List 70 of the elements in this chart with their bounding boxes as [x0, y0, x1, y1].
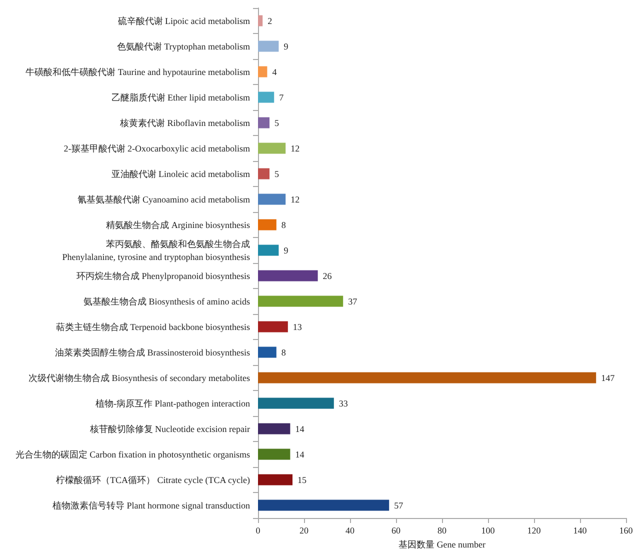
data-label: 37 [348, 296, 358, 306]
x-tick-label: 40 [346, 526, 355, 536]
data-label: 8 [281, 220, 286, 230]
y-tick-label: 光合生物的碳固定 Carbon fixation in photosynthetic organisms [15, 449, 250, 460]
bar [258, 66, 268, 78]
x-tick-label: 100 [481, 526, 496, 536]
data-label: 14 [295, 424, 305, 434]
x-tick-label: 120 [527, 526, 542, 536]
x-tick-label: 20 [300, 526, 309, 536]
bar [258, 194, 286, 205]
bar [258, 448, 290, 460]
data-label: 12 [290, 194, 300, 204]
bar [258, 474, 292, 486]
data-label: 13 [292, 322, 302, 332]
data-label: 9 [284, 245, 289, 256]
y-tick-label: 氨基酸生物合成 Biosynthesis of amino acids [84, 296, 250, 306]
data-label: 33 [338, 398, 348, 408]
y-tick-label: 萜类主链生物合成 Terpenoid backbone biosynthesis [56, 322, 250, 332]
y-tick-label: 2-羰基甲酸代谢 2-Oxocarboxylic acid metabolism [64, 143, 250, 154]
bar [258, 142, 286, 154]
data-label: 9 [284, 41, 289, 52]
bar [258, 168, 270, 180]
data-label: 12 [290, 143, 300, 154]
x-tick-label: 60 [392, 526, 401, 536]
y-tick-label: 氰基氨基酸代谢 Cyanoamino acid metabolism [77, 194, 250, 204]
data-label: 15 [298, 474, 307, 485]
y-tick-label: 环丙烷生物合成 Phenylpropanoid biosynthesis [76, 270, 250, 281]
data-label: 8 [281, 347, 286, 358]
y-tick-label: 植物激素信号转导 Plant hormone signal transduction [52, 500, 250, 510]
data-label: 5 [274, 168, 280, 179]
data-label: 57 [394, 500, 404, 510]
bar [258, 92, 274, 103]
y-tick-label: 苯丙氨酸、酪氨酸和色氨酸生物合成 Phenylalanine, tyrosine and tryptophan biosynthesis [62, 238, 250, 262]
x-tick-label: 0 [256, 526, 261, 536]
y-tick-label: 亚油酸代谢 Linoleic acid metabolism [111, 168, 250, 179]
y-tick-label: 柠檬酸循环（TCA循环） Citrate cycle (TCA cycle) [56, 474, 250, 485]
y-tick-label: 核黄素代谢 Riboflavin metabolism [119, 118, 250, 128]
bar [258, 423, 290, 434]
y-tick-label: 牛磺酸和低牛磺酸代谢 Taurine and hypotaurine metabolism [26, 66, 250, 77]
bar [258, 321, 288, 332]
bar [258, 40, 279, 52]
y-tick-label: 精氨酸生物合成 Arginine biosynthesis [106, 220, 250, 230]
x-tick-label: 80 [438, 526, 447, 536]
y-tick-label: 植物-病原互作 Plant-pathogen interaction [96, 398, 250, 408]
x-tick-label: 160 [619, 526, 634, 536]
bar [258, 500, 390, 511]
data-label: 2 [268, 16, 272, 26]
x-axis-title: 基因数量 Gene number [398, 539, 486, 550]
bar [258, 219, 276, 230]
data-label: 147 [601, 372, 616, 383]
bar [258, 296, 344, 307]
y-tick-label: 色氨酸代谢 Tryptophan metabolism [116, 41, 250, 52]
bar [258, 15, 263, 26]
bar [258, 372, 596, 384]
y-tick-label: 核苷酸切除修复 Nucleotide excision repair [88, 424, 250, 434]
bar [258, 117, 270, 128]
x-tick-label: 140 [573, 526, 588, 536]
bar [258, 244, 279, 256]
bar [258, 398, 334, 409]
y-tick-label: 次级代谢物生物合成 Biosynthesis of secondary metabolites [28, 372, 250, 383]
y-tick-label: 硫辛酸代谢 Lipoic acid metabolism [118, 16, 250, 26]
bar [258, 270, 318, 282]
data-label: 4 [272, 66, 278, 77]
y-tick-label: 乙醚脂质代谢 Ether lipid metabolism [111, 92, 250, 102]
data-label: 14 [295, 449, 305, 460]
bar [258, 346, 276, 358]
data-label: 7 [279, 92, 284, 102]
y-tick-label: 油菜素类固醇生物合成 Brassinosteroid biosynthesis [55, 347, 250, 358]
data-label: 26 [322, 270, 332, 281]
data-label: 5 [274, 118, 280, 128]
